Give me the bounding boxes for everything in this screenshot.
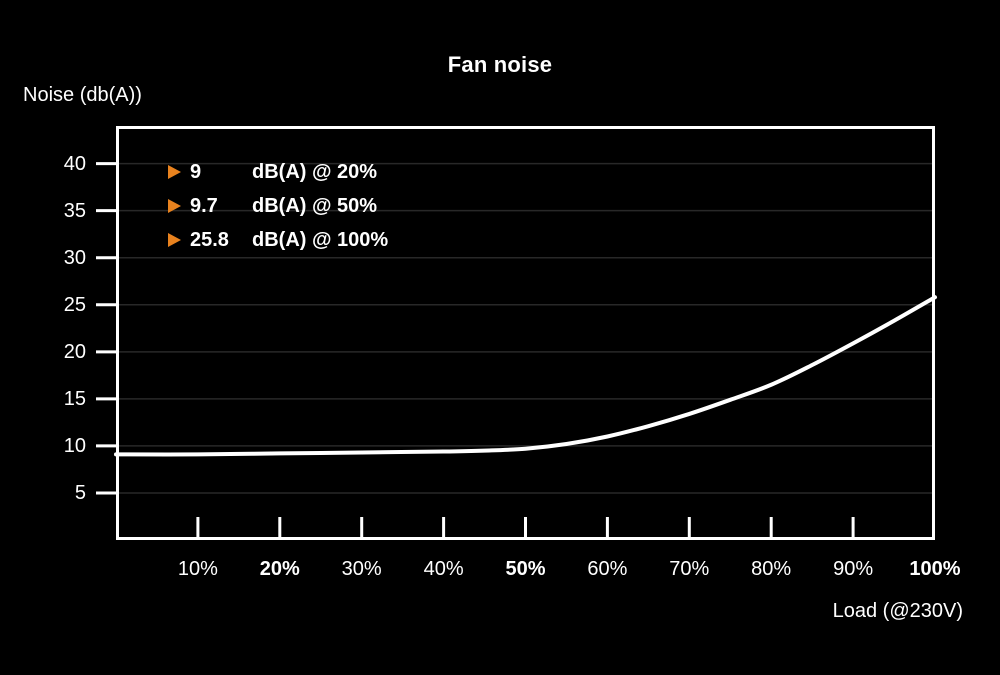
triangle-right-icon <box>168 199 181 213</box>
x-tick-label-50%: 50% <box>505 558 546 580</box>
triangle-right-icon <box>168 233 181 247</box>
x-tick-label-90%: 90% <box>833 558 874 580</box>
x-tick-label-30%: 30% <box>341 558 382 580</box>
legend-item: 9.7 dB(A) @ 50% <box>168 189 388 223</box>
chart-legend: 9 dB(A) @ 20% 9.7 dB(A) @ 50% 25.8 dB(A) @ 10… <box>168 155 388 257</box>
legend-item: 25.8 dB(A) @ 100% <box>168 223 388 257</box>
y-tick-label-30: 30 <box>63 246 86 269</box>
y-tick-label-20: 20 <box>63 340 86 363</box>
x-tick-label-80%: 80% <box>751 558 792 580</box>
legend-value: 9 <box>190 160 202 183</box>
x-tick-label-40%: 40% <box>423 558 464 580</box>
y-tick-label-35: 35 <box>63 199 86 222</box>
y-tick-label-25: 25 <box>63 293 86 316</box>
triangle-right-icon <box>168 165 181 179</box>
plot-border <box>116 126 935 540</box>
legend-label: dB(A) @ 100% <box>252 228 389 251</box>
y-axis-label: Noise (db(A)) <box>23 84 142 106</box>
y-tick-label-10: 10 <box>63 434 86 457</box>
x-tick-label-70%: 70% <box>669 558 710 580</box>
legend-value: 25.8 <box>190 228 229 251</box>
x-axis-label: Load (@230V) <box>832 600 963 622</box>
x-tick-label-60%: 60% <box>587 558 628 580</box>
noise-curve <box>114 295 937 457</box>
chart-title: Fan noise <box>447 52 553 77</box>
y-tick-label-15: 15 <box>63 387 86 410</box>
y-tick-label-40: 40 <box>63 152 86 175</box>
legend-label: dB(A) @ 50% <box>252 194 378 217</box>
legend-item: 9 dB(A) @ 20% <box>168 155 388 189</box>
legend-value: 9.7 <box>190 194 218 217</box>
y-tick-label-5: 5 <box>74 481 86 504</box>
x-tick-label-10%: 10% <box>177 558 218 580</box>
x-tick-label-100%: 100% <box>909 558 961 580</box>
legend-label: dB(A) @ 20% <box>252 160 378 183</box>
x-tick-label-20%: 20% <box>259 558 300 580</box>
